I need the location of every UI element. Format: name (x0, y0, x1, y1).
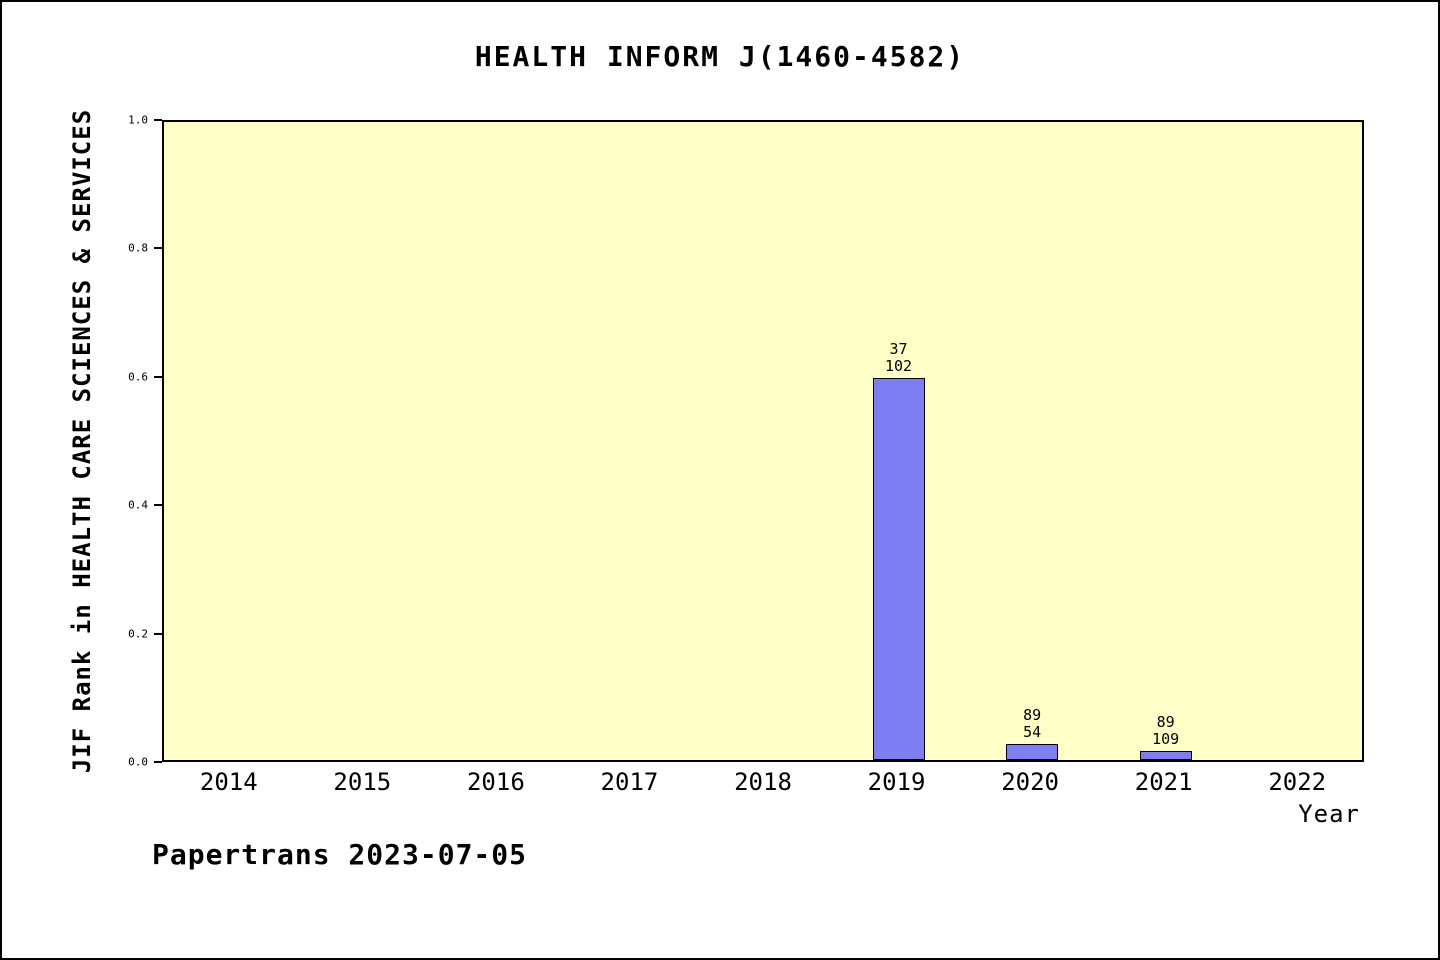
y-tick-mark (154, 375, 162, 378)
y-tick-mark (154, 247, 162, 250)
y-tick-mark (154, 761, 162, 763)
plot-area: 37 102 89 54 89 109 (162, 120, 1364, 762)
y-axis-label: JIF Rank in HEALTH CARE SCIENCES & SERVI… (68, 108, 96, 774)
x-tick-label: 2018 (734, 768, 792, 796)
x-tick-label: 2021 (1134, 768, 1193, 796)
y-tick-mark (154, 632, 162, 635)
x-tick-label: 2022 (1268, 768, 1327, 796)
y-tick-mark (154, 119, 162, 121)
y-tick-label: 1.0 (128, 113, 148, 127)
x-tick-label: 2015 (333, 768, 392, 796)
y-tick-label: 0.0 (128, 755, 148, 769)
y-tick-mark (154, 504, 162, 507)
x-tick-label: 2016 (466, 768, 525, 796)
bar-2020 (1006, 744, 1058, 760)
x-tick-label: 2014 (199, 768, 258, 796)
watermark-text: Papertrans 2023-07-05 (152, 838, 528, 871)
y-tick-label: 0.6 (128, 370, 148, 384)
bar-2019 (873, 378, 925, 760)
y-tick-label: 0.4 (128, 498, 148, 512)
y-tick-label: 0.8 (128, 241, 148, 255)
bar-value-label-2020: 89 54 (1023, 706, 1042, 741)
y-tick-label: 0.2 (128, 627, 148, 641)
x-tick-label: 2017 (600, 768, 659, 796)
bar-value-label-2021: 89 109 (1152, 713, 1180, 748)
bar-2021 (1140, 751, 1192, 760)
x-tick-label: 2019 (867, 768, 926, 796)
chart-title: HEALTH INFORM J(1460-4582) (474, 40, 966, 73)
x-axis-label: Year (1298, 800, 1360, 828)
x-tick-label: 2020 (1001, 768, 1060, 796)
bar-value-label-2019: 37 102 (885, 340, 913, 375)
